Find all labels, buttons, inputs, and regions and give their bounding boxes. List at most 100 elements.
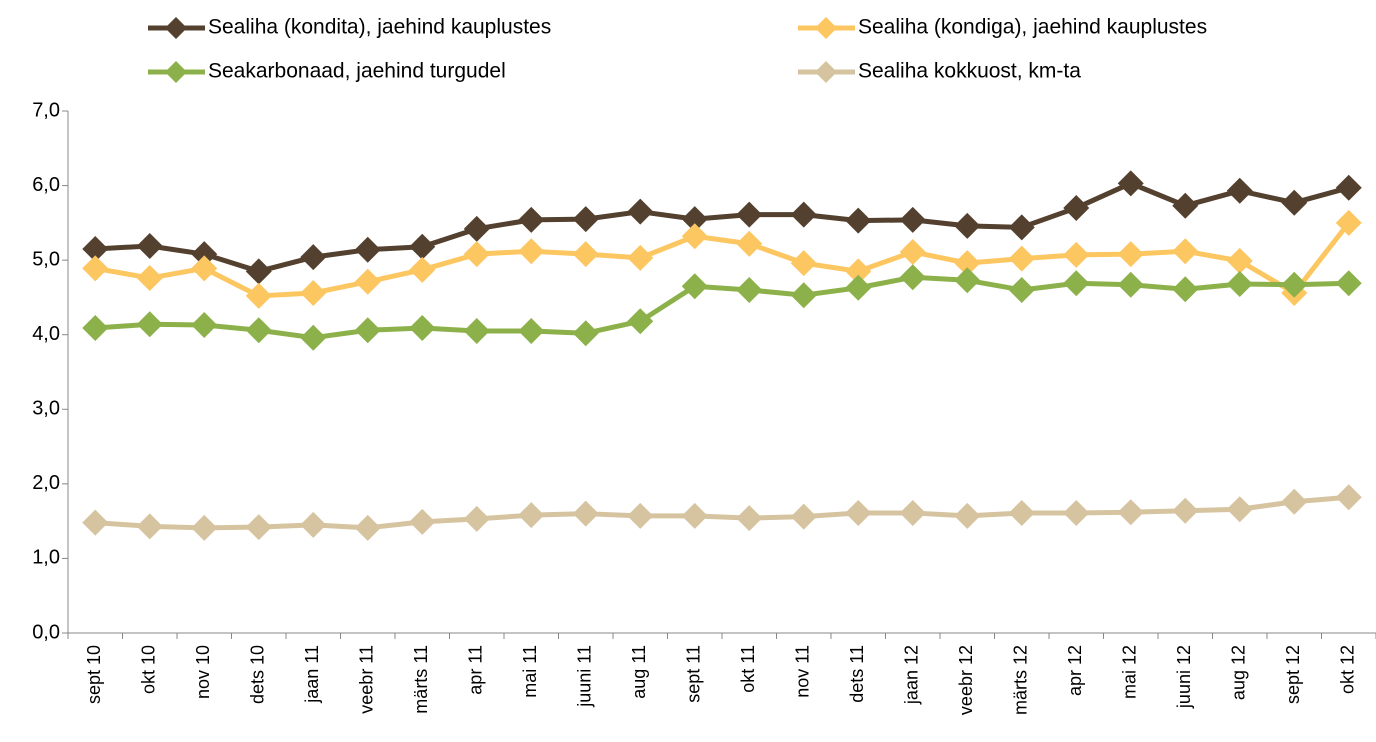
data-point (463, 241, 490, 268)
data-point (1226, 177, 1253, 204)
data-point (300, 511, 327, 538)
data-point (1008, 245, 1035, 272)
data-point (245, 282, 272, 309)
data-point (790, 282, 817, 309)
x-tick-label: aug 11 (629, 645, 649, 699)
data-point (191, 255, 218, 282)
data-point (1063, 270, 1090, 297)
data-point (82, 315, 109, 342)
data-point (191, 514, 218, 541)
data-point (354, 317, 381, 344)
data-point (136, 311, 163, 338)
x-tick-label: jaan 12 (902, 645, 922, 705)
data-point (300, 244, 327, 271)
x-tick-label: mai 12 (1120, 645, 1140, 699)
data-point (1281, 488, 1308, 515)
data-point (1335, 209, 1362, 236)
y-tick-label: 3,0 (32, 398, 60, 420)
data-point (1335, 270, 1362, 297)
legend-marker (165, 61, 187, 83)
x-tick-label: apr 11 (466, 645, 486, 695)
data-point (191, 241, 218, 268)
x-tick-label: märts 12 (1011, 645, 1031, 715)
x-tick-label: veebr 12 (956, 645, 976, 715)
data-point (136, 265, 163, 292)
y-tick-label: 6,0 (32, 174, 60, 196)
data-point (1281, 189, 1308, 216)
x-tick-label: sept 11 (684, 645, 704, 703)
legend-label: Sealiha (kondiga), jaehind kauplustes (858, 16, 1207, 39)
data-point (681, 223, 708, 250)
data-point (899, 264, 926, 291)
data-point (1172, 497, 1199, 524)
data-point (954, 212, 981, 239)
x-tick-label: dets 11 (847, 645, 867, 703)
data-point (1226, 496, 1253, 523)
data-point (845, 258, 872, 285)
x-tick-label: sept 10 (84, 645, 104, 704)
legend-marker (165, 17, 187, 39)
data-point (1226, 247, 1253, 274)
data-point (82, 255, 109, 282)
data-point (136, 513, 163, 540)
y-tick-label: 7,0 (32, 99, 60, 121)
data-point (1172, 238, 1199, 265)
y-tick-label: 5,0 (32, 248, 60, 270)
data-point (1063, 241, 1090, 268)
data-point (954, 502, 981, 529)
data-point (736, 505, 763, 532)
data-point (409, 233, 436, 260)
data-point (409, 256, 436, 283)
data-point (572, 500, 599, 527)
data-point (354, 236, 381, 263)
data-point (245, 258, 272, 285)
x-tick-label: veebr 11 (357, 645, 377, 714)
data-point (82, 235, 109, 262)
data-point (1172, 192, 1199, 219)
x-tick-label: märts 11 (411, 645, 431, 714)
data-point (1008, 499, 1035, 526)
data-point (409, 508, 436, 535)
data-point (1008, 276, 1035, 303)
data-point (627, 308, 654, 335)
data-point (518, 502, 545, 529)
data-point (518, 317, 545, 344)
data-point (790, 201, 817, 228)
data-point (899, 499, 926, 526)
data-point (681, 502, 708, 529)
data-point (1063, 194, 1090, 221)
data-point (409, 315, 436, 342)
series-line (95, 494, 1349, 531)
data-point (736, 201, 763, 228)
data-point (954, 250, 981, 277)
y-tick-label: 1,0 (32, 547, 60, 569)
data-point (627, 244, 654, 271)
data-point (681, 206, 708, 233)
x-tick-label: okt 12 (1338, 645, 1358, 694)
x-tick-label: okt 11 (738, 645, 758, 693)
data-point (845, 274, 872, 301)
data-point (1335, 484, 1362, 511)
data-point (1335, 174, 1362, 201)
data-point (572, 320, 599, 347)
data-point (572, 241, 599, 268)
legend-label: Sealiha kokkuost, km-ta (858, 60, 1081, 83)
x-tick-label: mai 11 (520, 645, 540, 698)
data-point (1226, 271, 1253, 298)
y-tick-label: 4,0 (32, 323, 60, 345)
legend-label: Seakarbonaad, jaehind turgudel (208, 60, 506, 83)
data-point (1172, 276, 1199, 303)
data-point (191, 312, 218, 339)
data-point (82, 509, 109, 536)
legend-marker (815, 61, 837, 83)
x-tick-label: jaan 11 (302, 645, 322, 704)
data-point (790, 250, 817, 277)
x-tick-label: nov 10 (193, 645, 213, 699)
data-point (136, 232, 163, 259)
data-point (1063, 499, 1090, 526)
x-tick-label: okt 10 (139, 645, 159, 694)
data-point (845, 499, 872, 526)
data-point (899, 206, 926, 233)
data-point (463, 317, 490, 344)
